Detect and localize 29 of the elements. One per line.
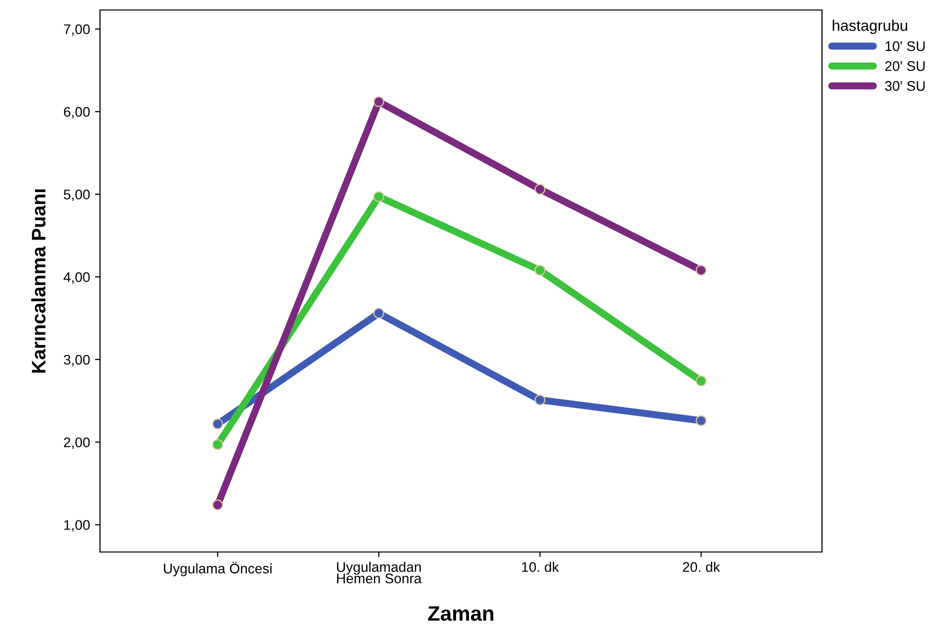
y-tick-label: 5,00 [64,190,90,202]
point [696,264,707,276]
y-tick-label: 3,00 [64,354,90,366]
legend-label: 10' SU [886,41,925,52]
y-axis-title: Karıncalanma Puanı [31,189,46,373]
point [534,184,546,195]
legend-label: 20' SU [885,61,925,71]
point [212,499,224,510]
legend-label: 30' SU [885,81,925,91]
legend-title: hastagrubu [832,20,908,34]
point [534,394,546,406]
point [696,376,707,386]
x-tick-label: Uygulamadan Hemen Sonra [337,562,422,584]
y-tick-label: 1,00 [64,520,90,532]
point [373,191,384,202]
point [534,264,546,276]
y-tick-label: 4,00 [64,272,90,284]
point [373,96,384,108]
x-tick-label: 20. dk [682,562,720,572]
y-tick-label: 2,00 [64,437,90,449]
y-tick-label: 7,00 [64,24,90,36]
point [212,439,224,450]
point [212,418,224,430]
point [373,308,384,319]
x-tick-label: 10. dk [522,562,559,572]
point [696,415,707,426]
x-axis-title: Zaman [428,606,494,621]
x-tick-label: Uygulama Öncesi [164,562,272,576]
y-tick-label: 6,00 [64,106,90,118]
